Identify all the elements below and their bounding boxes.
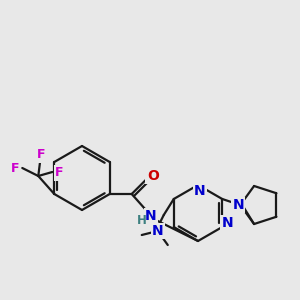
Text: F: F: [11, 161, 20, 175]
Text: N: N: [145, 209, 157, 223]
Text: N: N: [152, 224, 164, 238]
Text: F: F: [55, 167, 64, 179]
Text: O: O: [147, 169, 159, 183]
Text: N: N: [194, 184, 206, 198]
Text: F: F: [37, 148, 46, 161]
Text: N: N: [221, 216, 233, 230]
Text: H: H: [137, 214, 147, 226]
Text: N: N: [232, 198, 244, 212]
